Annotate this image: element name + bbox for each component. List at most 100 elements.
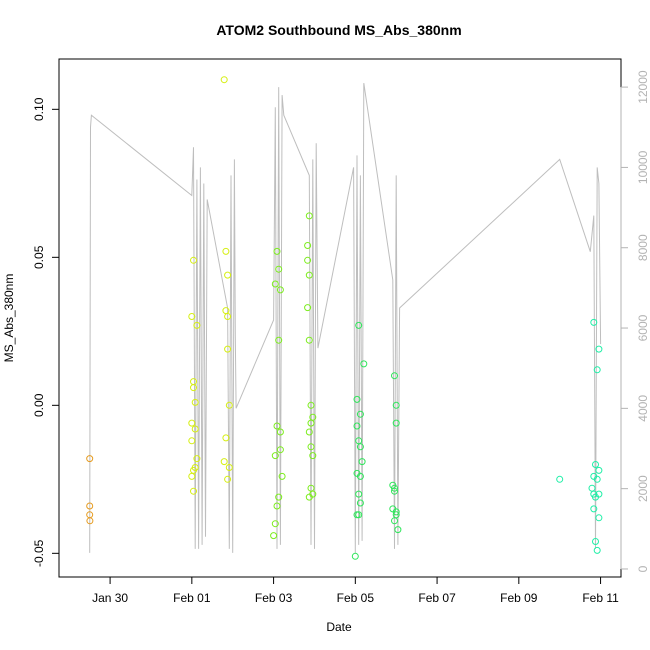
scatter-point <box>224 271 232 279</box>
y-right-tick-label: 6000 <box>636 314 650 341</box>
scatter-point <box>392 419 400 427</box>
x-axis-label: Date <box>326 620 352 634</box>
scatter-point <box>188 472 196 480</box>
scatter-point <box>391 372 398 380</box>
scatter-point <box>86 517 94 525</box>
scatter-point <box>276 446 284 454</box>
scatter-point <box>225 464 233 471</box>
scatter-point <box>188 313 196 320</box>
y-axis-left: -0.05 0.00 0.05 0.10 <box>32 97 60 567</box>
scatter-point <box>309 452 317 460</box>
scatter-point <box>273 247 281 255</box>
y-right-tick-label: 8000 <box>636 234 650 261</box>
scatter-point <box>220 458 228 466</box>
y-right-tick-label: 0 <box>636 565 650 572</box>
x-tick-label: Jan 30 <box>92 591 128 605</box>
y-left-tick-label: 0.05 <box>32 245 46 269</box>
y-axis-label: MS_Abs_380nm <box>2 274 16 363</box>
y-right-tick-label: 2000 <box>636 475 650 502</box>
scatter-point <box>191 425 199 433</box>
scatter-point <box>275 336 283 344</box>
scatter-point <box>224 313 232 320</box>
scatter-point <box>593 546 601 554</box>
scatter-point <box>353 422 361 430</box>
x-tick-label: Feb 03 <box>255 591 293 605</box>
scatter-point <box>86 455 94 463</box>
y-right-tick-label: 4000 <box>636 395 650 422</box>
scatter-point <box>355 321 363 329</box>
scatter-point <box>351 552 359 560</box>
scatter-point <box>358 458 366 466</box>
scatter-point <box>271 452 279 460</box>
scatter-point <box>392 508 400 516</box>
y-left-tick-label: -0.05 <box>32 539 46 567</box>
scatter-point <box>305 428 313 436</box>
plot-frame <box>58 58 622 578</box>
scatter-point <box>360 360 368 368</box>
scatter-point <box>593 475 601 483</box>
scatter-point <box>592 461 599 468</box>
scatter-point <box>275 265 283 273</box>
scatter-point <box>271 520 279 528</box>
scatter-point <box>307 401 315 409</box>
scatter-point <box>595 514 603 522</box>
scatter-point <box>391 484 398 492</box>
scatter-point <box>220 76 228 84</box>
scatter-point <box>590 318 598 326</box>
scatter-point <box>356 499 364 507</box>
scatter-point <box>391 517 398 525</box>
scatter-point <box>224 475 232 483</box>
scatter-point <box>273 422 281 430</box>
scatter-point <box>592 538 599 545</box>
scatter-point <box>307 443 315 451</box>
scatter-point <box>391 487 398 495</box>
scatter-point <box>188 437 196 445</box>
scatter-point <box>588 484 596 492</box>
y-left-tick-label: 0.10 <box>32 97 46 121</box>
scatter-point <box>222 434 230 442</box>
scatter-point <box>356 410 364 418</box>
scatter-point <box>356 443 364 451</box>
scatter-point <box>595 345 603 353</box>
point-series-layer <box>86 76 603 560</box>
scatter-point <box>222 247 230 255</box>
scatter-point <box>307 419 315 427</box>
scatter-point <box>278 472 286 480</box>
scatter-point <box>305 212 313 220</box>
scatter-point <box>190 487 197 495</box>
scatter-point <box>593 366 601 374</box>
scatter-point <box>193 455 201 463</box>
scatter-point <box>190 384 197 392</box>
scatter-point <box>224 345 232 353</box>
scatter-point <box>191 398 199 406</box>
scatter-point <box>305 336 313 344</box>
x-tick-label: Feb 09 <box>500 591 538 605</box>
scatter-point <box>355 490 363 498</box>
scatter-point <box>590 505 598 513</box>
scatter-point <box>304 256 312 264</box>
x-tick-label: Feb 07 <box>418 591 456 605</box>
scatter-point <box>556 475 564 483</box>
x-tick-label: Feb 01 <box>173 591 211 605</box>
line-series-path <box>89 83 602 553</box>
scatter-point <box>356 472 364 480</box>
x-tick-label: Feb 05 <box>337 591 375 605</box>
scatter-point <box>86 502 94 510</box>
scatter-point <box>595 466 603 474</box>
scatter-point <box>276 428 284 436</box>
scatter-point <box>271 280 279 288</box>
scatter-point <box>392 401 400 409</box>
scatter-point <box>595 490 603 498</box>
scatter-point <box>276 286 284 294</box>
scatter-point <box>355 511 363 519</box>
scatter-point <box>304 242 312 249</box>
x-axis: Jan 30 Feb 01 Feb 03 Feb 05 Feb 07 Feb 09 Feb … <box>92 576 619 605</box>
y-axis-right: 0 2000 4000 6000 8000 10000 12000 <box>620 70 650 572</box>
scatter-point <box>191 464 199 471</box>
scatter-point <box>270 532 278 540</box>
scatter-point <box>304 304 312 312</box>
scatter-point <box>305 271 313 279</box>
scatter-point <box>193 321 201 329</box>
scatter-point <box>305 493 313 501</box>
